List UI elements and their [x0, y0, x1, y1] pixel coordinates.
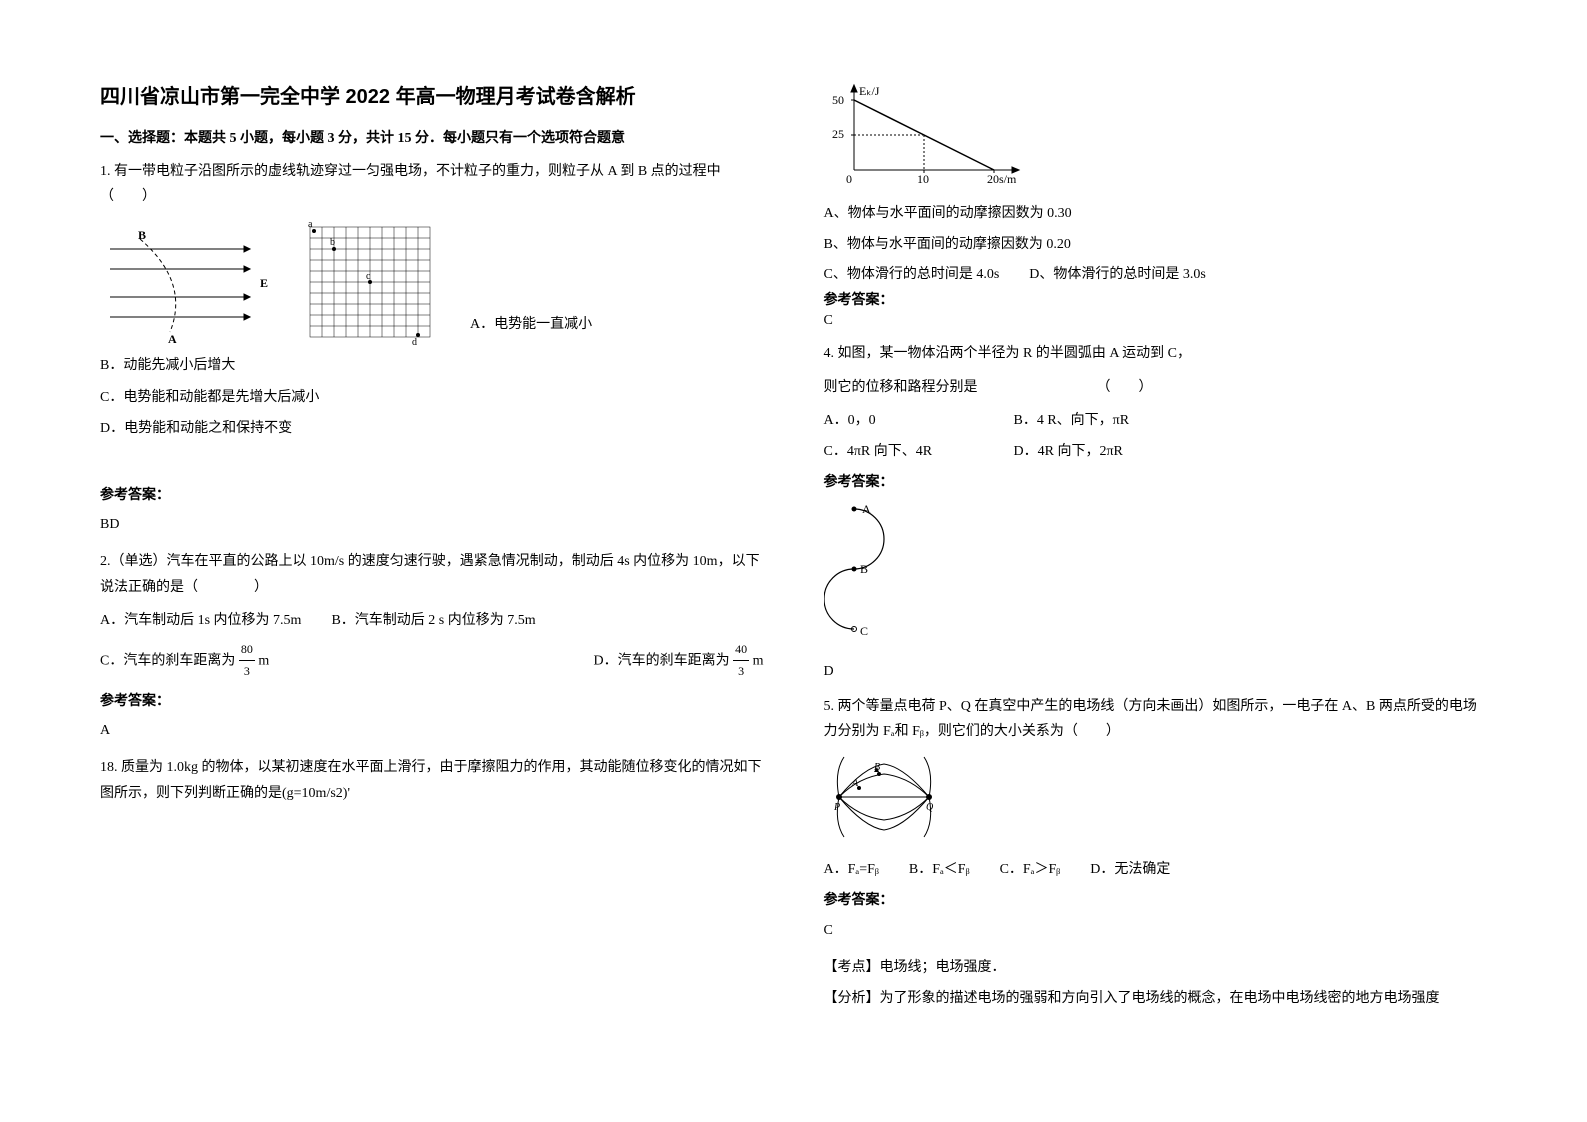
q1-field-diagram: B E A	[100, 227, 280, 347]
q2-optD-suffix: m	[753, 653, 764, 668]
q5-optB: B．Fₐ＜Fᵦ	[909, 857, 970, 882]
q1-diagram-row: B E A	[100, 217, 764, 347]
q18-answer: C	[824, 313, 1488, 329]
q5-answer-label: 参考答案：	[824, 888, 1488, 913]
q1-optA: A．电势能一直减小	[470, 312, 592, 337]
q4-label-A: A	[862, 502, 871, 516]
chart-ylabel: Eₖ/J	[859, 84, 880, 98]
q2-optB: B．汽车制动后 2 s 内位移为 7.5m	[331, 608, 535, 633]
q1-text: 1. 有一带电粒子沿图所示的虚线轨迹穿过一匀强电场，不计粒子的重力，则粒子从 A…	[100, 159, 764, 209]
q4-diagram: A B C	[824, 499, 904, 649]
q2-optD-prefix: D．汽车的刹车距离为	[593, 653, 733, 668]
left-column: 四川省凉山市第一完全中学 2022 年高一物理月考试卷含解析 一、选择题：本题共…	[100, 80, 764, 1021]
q2-optD: D．汽车的刹车距离为 403 m	[593, 639, 763, 683]
q5-analysis2: 【分析】为了形象的描述电场的强弱和方向引入了电场线的概念，在电场中电场线密的地方…	[824, 986, 1488, 1011]
q4-row2: C．4πR 向下、4R D．4R 向下，2πR	[824, 439, 1488, 464]
q1-grid-diagram: a b c d	[300, 217, 450, 347]
q5-answer: C	[824, 918, 1488, 943]
question-2: 2.（单选）汽车在平直的公路上以 10m/s 的速度匀速行驶，遇紧急情况制动，制…	[100, 549, 764, 743]
q18-optA: A、物体与水平面间的动摩擦因数为 0.30	[824, 201, 1488, 226]
q2-answer-label: 参考答案：	[100, 689, 764, 714]
q5-optA: A．Fₐ=Fᵦ	[824, 857, 879, 882]
label-B: B	[138, 228, 146, 242]
q18-text: 18. 质量为 1.0kg 的物体，以某初速度在水平面上滑行，由于摩擦阻力的作用…	[100, 755, 764, 805]
q1-answer-label: 参考答案：	[100, 483, 764, 508]
chart-origin: 0	[846, 172, 852, 186]
q4-optA: A．0，0	[824, 408, 984, 433]
page-title: 四川省凉山市第一完全中学 2022 年高一物理月考试卷含解析	[100, 80, 764, 109]
question-18: 18. 质量为 1.0kg 的物体，以某初速度在水平面上滑行，由于摩擦阻力的作用…	[100, 755, 764, 805]
label-a: a	[308, 219, 313, 230]
q4-label-C: C	[860, 624, 868, 638]
q4-text: 4. 如图，某一物体沿两个半径为 R 的半圆弧由 A 运动到 C，	[824, 341, 1488, 366]
q4-optC: C．4πR 向下、4R	[824, 439, 984, 464]
q5-label-Q: Q	[926, 802, 934, 813]
q2-optA: A．汽车制动后 1s 内位移为 7.5m	[100, 608, 301, 633]
chart-ytick-25: 25	[832, 127, 844, 141]
chart-ytick-50: 50	[832, 93, 844, 107]
q2-row2: C．汽车的刹车距离为 803 m D．汽车的刹车距离为 403 m	[100, 639, 764, 683]
label-b: b	[330, 237, 335, 248]
q4-label-B: B	[860, 562, 868, 576]
q1-optB: B．动能先减小后增大	[100, 353, 764, 378]
q4-optD: D．4R 向下，2πR	[1014, 439, 1123, 464]
q2-optC-suffix: m	[258, 653, 269, 668]
exam-page: 四川省凉山市第一完全中学 2022 年高一物理月考试卷含解析 一、选择题：本题共…	[0, 0, 1587, 1061]
section-header: 一、选择题：本题共 5 小题，每小题 3 分，共计 15 分．每小题只有一个选项…	[100, 127, 764, 147]
q4-text2: 则它的位移和路程分别是 （ ）	[824, 375, 1488, 400]
q1-answer: BD	[100, 512, 764, 537]
question-1: 1. 有一带电粒子沿图所示的虚线轨迹穿过一匀强电场，不计粒子的重力，则粒子从 A…	[100, 159, 764, 537]
q2-optC-den: 3	[239, 661, 255, 683]
question-4: 4. 如图，某一物体沿两个半径为 R 的半圆弧由 A 运动到 C， 则它的位移和…	[824, 341, 1488, 683]
q5-label-A: A	[851, 778, 859, 789]
q18-answer-label: 参考答案：	[824, 289, 1488, 309]
right-column: Eₖ/J 50 25 0 10 20 s/m A、物体与水平面间的动摩擦因数为 …	[824, 80, 1488, 1021]
q18-chart: Eₖ/J 50 25 0 10 20 s/m	[824, 80, 1024, 190]
q5-optD: D．无法确定	[1090, 857, 1170, 882]
q18-row-cd: C、物体滑行的总时间是 4.0s D、物体滑行的总时间是 3.0s	[824, 263, 1488, 283]
chart-xlabel: s/m	[999, 172, 1017, 186]
chart-xtick-20: 20	[987, 172, 999, 186]
chart-xtick-10: 10	[917, 172, 929, 186]
q2-optC-num: 80	[239, 639, 255, 662]
q4-answer-label: 参考答案：	[824, 470, 1488, 495]
q1-optC: C．电势能和动能都是先增大后减小	[100, 385, 764, 410]
q5-text: 5. 两个等量点电荷 P、Q 在真空中产生的电场线（方向未画出）如图所示，一电子…	[824, 694, 1488, 744]
q1-optD: D．电势能和动能之和保持不变	[100, 416, 764, 441]
q4-pre-answer: D	[824, 659, 1488, 684]
q2-optD-den: 3	[733, 661, 749, 683]
label-E: E	[260, 276, 268, 290]
q2-row1: A．汽车制动后 1s 内位移为 7.5m B．汽车制动后 2 s 内位移为 7.…	[100, 608, 764, 633]
q5-options: A．Fₐ=Fᵦ B．Fₐ＜Fᵦ C．Fₐ＞Fᵦ D．无法确定	[824, 857, 1488, 882]
q2-optC-prefix: C．汽车的刹车距离为	[100, 653, 239, 668]
q2-optD-num: 40	[733, 639, 749, 662]
q5-label-P: P	[833, 802, 840, 813]
q18-optD: D、物体滑行的总时间是 3.0s	[1029, 263, 1206, 283]
q2-text: 2.（单选）汽车在平直的公路上以 10m/s 的速度匀速行驶，遇紧急情况制动，制…	[100, 549, 764, 599]
q5-analysis1: 【考点】电场线；电场强度．	[824, 955, 1488, 980]
q18-optB: B、物体与水平面间的动摩擦因数为 0.20	[824, 232, 1488, 257]
q5-optC: C．Fₐ＞Fᵦ	[1000, 857, 1061, 882]
label-d: d	[412, 337, 417, 347]
question-5: 5. 两个等量点电荷 P、Q 在真空中产生的电场线（方向未画出）如图所示，一电子…	[824, 694, 1488, 1012]
q4-row1: A．0，0 B．4 R、向下，πR	[824, 408, 1488, 433]
label-A: A	[168, 332, 177, 346]
q2-answer: A	[100, 718, 764, 743]
q2-optC: C．汽车的刹车距离为 803 m	[100, 639, 269, 683]
q5-diagram: P Q A B	[824, 752, 944, 842]
q4-optB: B．4 R、向下，πR	[1014, 408, 1130, 433]
label-c: c	[366, 271, 371, 282]
q18-optC: C、物体滑行的总时间是 4.0s	[824, 263, 1000, 283]
